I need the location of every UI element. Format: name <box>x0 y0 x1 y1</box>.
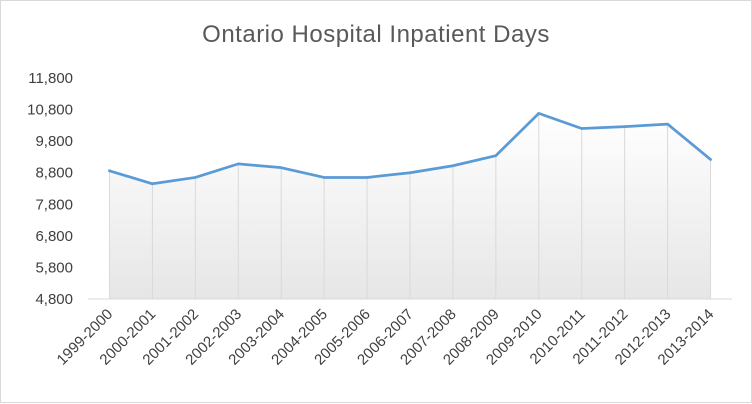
data-point <box>365 176 369 179</box>
y-tick-label: 9,800 <box>35 133 73 150</box>
data-point <box>408 171 412 174</box>
data-point <box>237 162 240 166</box>
y-tick-label: 11,800 <box>28 70 73 87</box>
data-point <box>151 182 154 185</box>
data-point <box>494 154 498 157</box>
y-tick-label: 10,800 <box>27 102 73 119</box>
data-point <box>623 125 626 128</box>
data-point <box>709 158 712 161</box>
y-tick-label: 8,800 <box>35 165 73 182</box>
data-point <box>451 164 455 167</box>
data-point <box>194 176 197 179</box>
y-tick-label: 5,800 <box>35 259 73 276</box>
data-point <box>537 112 540 115</box>
data-point <box>108 169 111 173</box>
y-tick-label: 4,800 <box>35 291 73 308</box>
chart-title: Ontario Hospital Inpatient Days <box>202 21 550 48</box>
data-point <box>666 122 669 126</box>
data-point <box>322 176 326 179</box>
data-point <box>580 127 583 130</box>
data-point <box>280 166 283 169</box>
y-tick-label: 7,800 <box>35 196 73 213</box>
y-tick-label: 6,800 <box>35 228 73 245</box>
